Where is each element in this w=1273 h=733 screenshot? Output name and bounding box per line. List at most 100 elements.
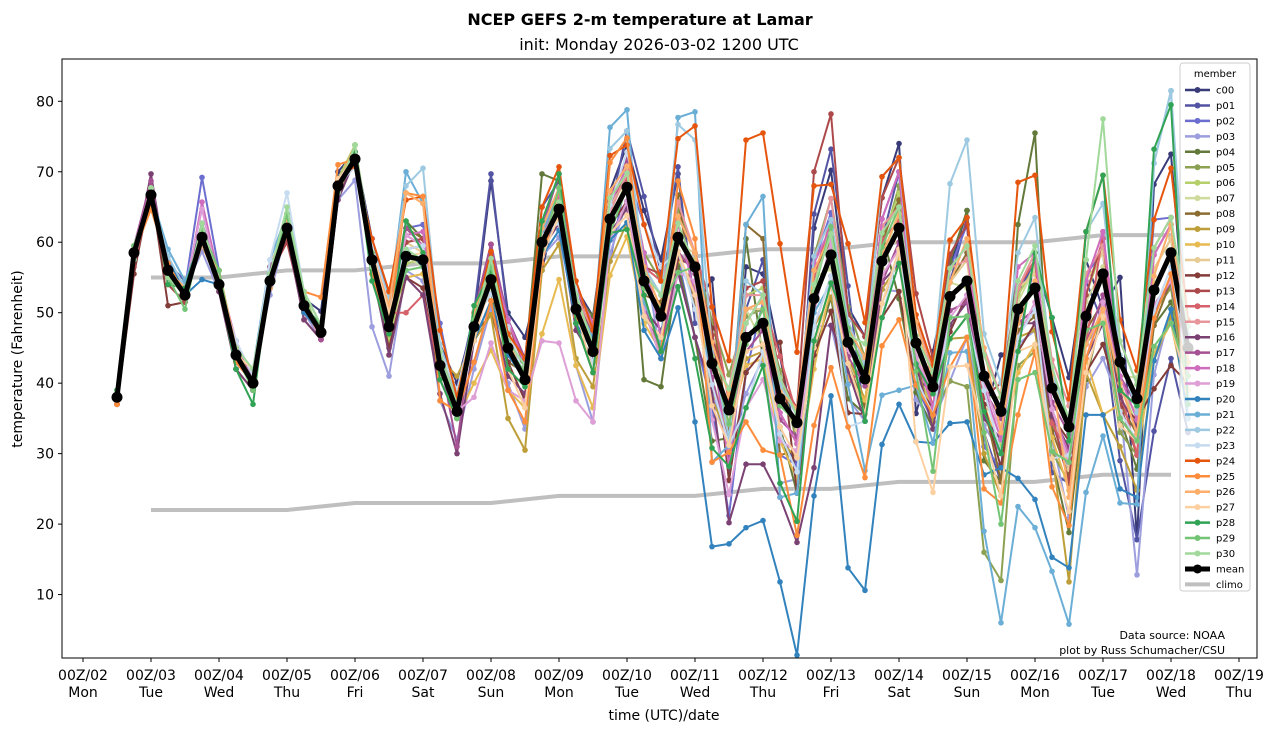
- member-point-p02: [199, 174, 205, 181]
- member-point-p22: [607, 145, 613, 152]
- member-point-p28: [165, 281, 171, 288]
- legend-item-mean: mean: [1185, 564, 1244, 575]
- member-point-p21: [675, 114, 681, 121]
- member-point-p20: [726, 541, 732, 547]
- legend-item-p19: p19: [1185, 379, 1235, 390]
- member-point-p04: [539, 171, 545, 177]
- member-point-p28: [1168, 102, 1174, 108]
- legend-label: climo: [1216, 580, 1243, 591]
- member-point-p30: [148, 185, 154, 191]
- member-point-p28: [403, 218, 409, 224]
- member-point-p10: [556, 276, 562, 283]
- member-point-p29: [1151, 343, 1157, 350]
- mean-point: [553, 203, 565, 215]
- member-point-p01: [811, 211, 817, 217]
- mean-point: [808, 293, 820, 305]
- legend-item-climo: climo: [1185, 580, 1243, 591]
- legend-label: p23: [1216, 441, 1235, 452]
- legend-item-p15: p15: [1185, 317, 1235, 328]
- legend-marker: [1194, 133, 1201, 140]
- member-point-p27: [913, 438, 919, 445]
- x-tick-label: 00Z/11: [670, 668, 720, 684]
- member-point-p30: [726, 386, 732, 392]
- x-tick-day-label: Sun: [954, 685, 981, 701]
- y-tick-label: 70: [36, 165, 54, 181]
- member-point-p21: [1049, 568, 1055, 575]
- member-point-p28: [471, 302, 477, 309]
- member-point-p25: [726, 449, 732, 456]
- member-point-p22: [964, 137, 970, 143]
- member-point-p29: [1100, 320, 1106, 327]
- x-tick-day-label: Thu: [273, 685, 300, 701]
- mean-point: [1165, 247, 1177, 259]
- member-point-p30: [403, 246, 409, 253]
- member-point-p28: [1117, 387, 1123, 394]
- member-point-p16: [148, 171, 154, 177]
- member-point-p22: [1168, 87, 1174, 94]
- mean-point: [264, 275, 276, 287]
- member-point-p30: [488, 255, 494, 262]
- legend-label: p22: [1216, 425, 1235, 436]
- member-point-p25: [896, 316, 902, 323]
- member-point-p25: [1066, 522, 1072, 529]
- member-point-p20: [845, 564, 851, 571]
- x-tick-day-label: Wed: [204, 685, 235, 701]
- member-point-p26: [743, 306, 749, 312]
- y-tick-label: 50: [36, 306, 54, 322]
- legend-label: p24: [1216, 456, 1235, 467]
- member-point-p18: [199, 199, 205, 205]
- member-point-p28: [1100, 172, 1106, 179]
- member-point-p01: [1117, 457, 1123, 464]
- member-point-p23: [981, 387, 987, 394]
- mean-point: [366, 254, 378, 266]
- member-point-p19: [1049, 406, 1055, 413]
- member-point-p19: [1100, 299, 1106, 305]
- legend-item-p12: p12: [1185, 271, 1235, 282]
- member-point-p21: [1015, 503, 1021, 510]
- x-tick-day-label: Mon: [1020, 685, 1050, 701]
- member-point-p25: [624, 135, 630, 141]
- member-point-p04: [1066, 529, 1072, 536]
- member-point-p30: [964, 242, 970, 249]
- member-point-p12: [743, 369, 749, 376]
- member-point-p28: [760, 362, 766, 369]
- member-point-p28: [828, 280, 834, 286]
- member-point-p09: [981, 450, 987, 457]
- member-point-p25: [981, 486, 987, 492]
- member-point-p25: [845, 424, 851, 430]
- member-point-p26: [964, 235, 970, 242]
- legend-marker: [1194, 102, 1201, 109]
- legend-item-p22: p22: [1185, 425, 1235, 436]
- member-point-p17: [454, 443, 460, 450]
- legend-label: p15: [1216, 317, 1235, 328]
- member-point-p23: [794, 469, 800, 475]
- member-point-p10: [607, 272, 613, 279]
- member-point-p13: [811, 168, 817, 175]
- legend-label: p02: [1216, 116, 1235, 127]
- mean-point: [349, 153, 361, 165]
- legend-marker: [1194, 256, 1201, 263]
- member-point-p21: [845, 381, 851, 388]
- x-tick-label: 00Z/10: [602, 668, 652, 684]
- mean-point: [961, 275, 973, 287]
- member-point-p24: [1015, 179, 1021, 186]
- member-point-p25: [828, 364, 834, 371]
- member-point-p25: [488, 297, 494, 304]
- member-point-p27: [1117, 422, 1123, 429]
- member-point-p16: [760, 461, 766, 468]
- member-point-c00: [828, 167, 834, 174]
- x-tick-label: 00Z/05: [262, 668, 312, 684]
- mean-point: [298, 300, 310, 312]
- member-point-p20: [658, 355, 664, 362]
- member-point-p27: [760, 341, 766, 348]
- legend-item-p28: p28: [1185, 518, 1235, 529]
- member-point-p14: [777, 353, 783, 360]
- member-point-p18: [879, 216, 885, 222]
- mean-point: [179, 289, 191, 301]
- legend-marker: [1194, 380, 1201, 387]
- member-point-p21: [1117, 500, 1123, 506]
- legend-label: p03: [1216, 132, 1235, 143]
- x-tick-label: 00Z/16: [1010, 668, 1060, 684]
- legend-marker: [1194, 195, 1201, 202]
- member-line-p05: [116, 151, 1189, 582]
